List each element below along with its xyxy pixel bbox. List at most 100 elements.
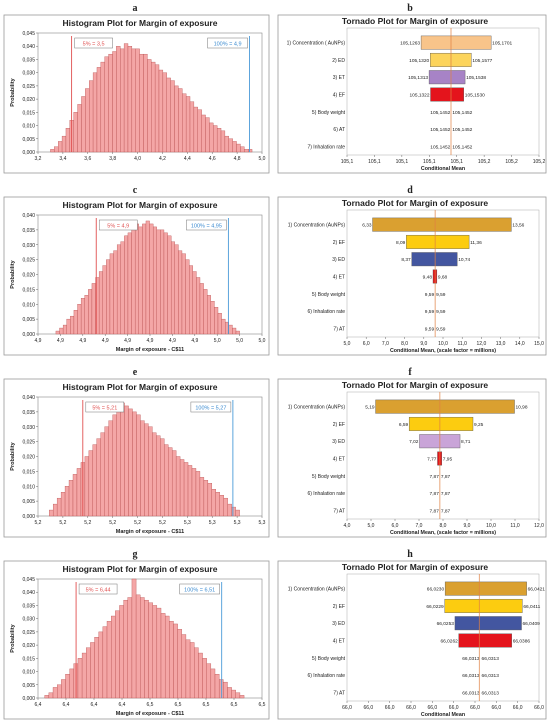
y-tick-label: 0,045 bbox=[22, 577, 35, 583]
histogram-bar bbox=[52, 503, 58, 517]
bar-high-label: 66,0313 bbox=[482, 690, 500, 696]
category-label: 2) EF bbox=[333, 604, 345, 610]
category-label: 5) Body weight bbox=[312, 474, 346, 480]
x-axis-label: Conditional Mean, (scale factor = millio… bbox=[390, 530, 496, 536]
bar-low-label: 66,0253 bbox=[437, 621, 455, 627]
category-label: 3) ET bbox=[333, 75, 345, 81]
x-tick-label: 66,0 bbox=[491, 705, 501, 711]
bar-high-label: 8,71 bbox=[461, 439, 471, 445]
x-tick-label: 6,4 bbox=[35, 702, 42, 708]
chart-title: Tornado Plot for Margin of exposure bbox=[342, 198, 489, 208]
bar-low-label: 7,02 bbox=[409, 439, 419, 445]
histogram-bar bbox=[158, 69, 164, 153]
x-tick-label: 15,0 bbox=[534, 341, 544, 347]
panel-letter: h bbox=[407, 549, 413, 560]
category-label: 3) ED bbox=[332, 257, 345, 263]
histogram-bar bbox=[127, 597, 133, 699]
histogram-bar bbox=[65, 128, 71, 153]
histogram-bar bbox=[106, 621, 112, 699]
histogram-bar bbox=[70, 315, 75, 335]
x-tick-label: 8,0 bbox=[440, 523, 447, 529]
histogram-bar bbox=[232, 327, 237, 335]
x-axis-label: Conditional Mean, (scale factor = millio… bbox=[390, 348, 496, 354]
bar-low-label: 105,1320 bbox=[409, 58, 429, 64]
histogram-bar bbox=[148, 602, 153, 699]
histogram-bar bbox=[169, 621, 174, 699]
x-tick-label: 4,0 bbox=[134, 156, 141, 162]
x-tick-label: 105,2 bbox=[533, 159, 546, 165]
x-tick-label: 105,2 bbox=[505, 159, 518, 165]
bar-low-label: 9,48 bbox=[423, 275, 433, 281]
bar-low-label: 8,37 bbox=[401, 257, 411, 263]
histogram-bar bbox=[170, 241, 175, 335]
x-tick-label: 6,5 bbox=[175, 702, 182, 708]
histogram-bar bbox=[185, 96, 191, 153]
histogram-bar bbox=[162, 72, 167, 153]
x-tick-label: 66,0 bbox=[513, 705, 523, 711]
histogram-bar bbox=[178, 88, 183, 153]
x-tick-label: 4,9 bbox=[35, 338, 42, 344]
bar-low-label: 9,59 bbox=[425, 326, 435, 332]
category-label: 4) ET bbox=[333, 457, 345, 463]
x-tick-label: 11,0 bbox=[458, 341, 468, 347]
histogram-bar bbox=[156, 607, 162, 699]
histogram-panel-a: a Histogram Plot for Margin of exposure 0,… bbox=[3, 3, 270, 174]
y-axis-label: Probability bbox=[10, 77, 16, 106]
tornado-bar bbox=[428, 70, 466, 85]
x-tick-label: 12,0 bbox=[477, 341, 487, 347]
histogram-bar bbox=[102, 626, 108, 699]
histogram-bar bbox=[73, 310, 78, 335]
x-tick-label: 4,9 bbox=[79, 338, 86, 344]
histogram-bar bbox=[223, 681, 228, 699]
panel-letter: f bbox=[408, 367, 412, 378]
histogram-bar bbox=[81, 652, 87, 699]
bar-low-label: 9,59 bbox=[425, 292, 435, 298]
bar-low-label: 5,19 bbox=[365, 405, 375, 411]
bar-low-label: 105,1322 bbox=[410, 93, 430, 99]
histogram-bar bbox=[116, 408, 121, 517]
histogram-bar bbox=[189, 101, 195, 153]
histogram-bar bbox=[175, 456, 181, 517]
x-tick-label: 13,0 bbox=[496, 341, 506, 347]
chart-title: Histogram Plot for Margin of exposure bbox=[63, 564, 218, 574]
tornado-bar bbox=[444, 581, 527, 596]
bar-low-label: 66,0229 bbox=[426, 604, 444, 610]
histogram-panel-e: e Histogram Plot for Margin of exposure 0,… bbox=[3, 367, 270, 538]
bar-high-label: 105,1701 bbox=[492, 41, 512, 47]
bar-low-label: 66,0313 bbox=[462, 656, 480, 662]
bar-high-label: 105,1530 bbox=[465, 93, 485, 99]
x-tick-label: 5,2 bbox=[59, 520, 66, 526]
x-tick-label: 14,0 bbox=[515, 341, 525, 347]
x-tick-label: 66,0 bbox=[427, 705, 437, 711]
callout-left-box bbox=[85, 401, 125, 413]
x-tick-label: 3,2 bbox=[35, 156, 42, 162]
y-tick-label: 0,030 bbox=[22, 425, 35, 431]
histogram-bar bbox=[152, 605, 158, 699]
y-tick-label: 0,015 bbox=[22, 656, 35, 662]
bar-low-label: 66,0313 bbox=[462, 690, 480, 696]
panel-letter: e bbox=[133, 367, 138, 378]
histogram-bar bbox=[48, 692, 54, 699]
histogram-bar bbox=[113, 250, 118, 335]
histogram-bar bbox=[108, 420, 113, 517]
y-tick-label: 0,030 bbox=[22, 71, 35, 77]
bar-low-label: 8,09 bbox=[396, 240, 406, 246]
histogram-bar bbox=[147, 59, 152, 153]
category-label: 1) Concentration (AuNPs) bbox=[288, 223, 346, 229]
bar-high-label: 9,59 bbox=[436, 309, 446, 315]
x-tick-label: 5,0 bbox=[368, 523, 375, 529]
y-tick-label: 0,025 bbox=[22, 258, 35, 264]
x-tick-label: 66,0 bbox=[363, 705, 373, 711]
callout-left-label: 5% = 3,5 bbox=[83, 41, 105, 47]
histogram-bar bbox=[144, 599, 149, 699]
histogram-bar bbox=[182, 93, 187, 153]
histogram-bar bbox=[143, 53, 148, 153]
histogram-bar bbox=[220, 130, 226, 153]
histogram-bar bbox=[160, 613, 166, 699]
callout-right-label: 100% = 4,9 bbox=[214, 41, 242, 47]
tornado-panel-h: h Tornado Plot for Margin of exposure 66,0… bbox=[277, 549, 547, 720]
histogram-bar bbox=[187, 465, 193, 517]
histogram-bar bbox=[214, 674, 220, 699]
histogram-bar bbox=[156, 435, 161, 517]
histogram-bar bbox=[131, 48, 136, 153]
